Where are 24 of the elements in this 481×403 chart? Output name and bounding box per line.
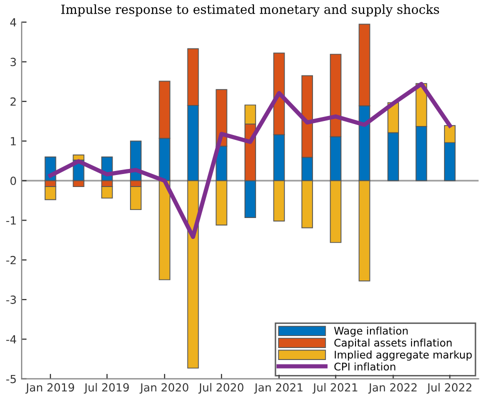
y-tick-label: 1 [10,137,16,146]
x-tick-label: Jul 2022 [426,382,472,394]
y-tick-label: 0 [10,176,16,186]
y-tick-label: -3 [6,296,16,304]
y-tick-label: 4 [10,18,16,26]
y-tick-label: -2 [6,256,16,264]
x-tick-label: Jul 2021 [312,382,358,394]
x-tick-label: Jul 2019 [84,382,129,394]
y-tick-label: 3 [10,58,16,66]
y-tick-label: -5 [6,374,16,384]
x-tick-label: Jan 2020 [140,383,188,394]
line-series [48,82,452,240]
legend-label: Capital assets inflation [334,338,452,349]
y-tick-label: 2 [10,97,16,106]
chart-title: Impulse response to estimated monetary and supply shocks [61,4,440,17]
legend-label: CPI inflation [334,362,396,371]
x-tick-label: Jul 2020 [198,382,244,394]
x-tick-label: Jan 2019 [25,383,74,394]
y-tick-label: -1 [6,216,16,225]
x-tick-label: Jan 2022 [368,383,417,394]
y-tick-label: -4 [6,335,16,344]
x-tick-label: Jan 2021 [254,383,302,394]
legend-label: Wage inflation [334,326,408,337]
legend-label: Implied aggregate markup [334,350,472,361]
